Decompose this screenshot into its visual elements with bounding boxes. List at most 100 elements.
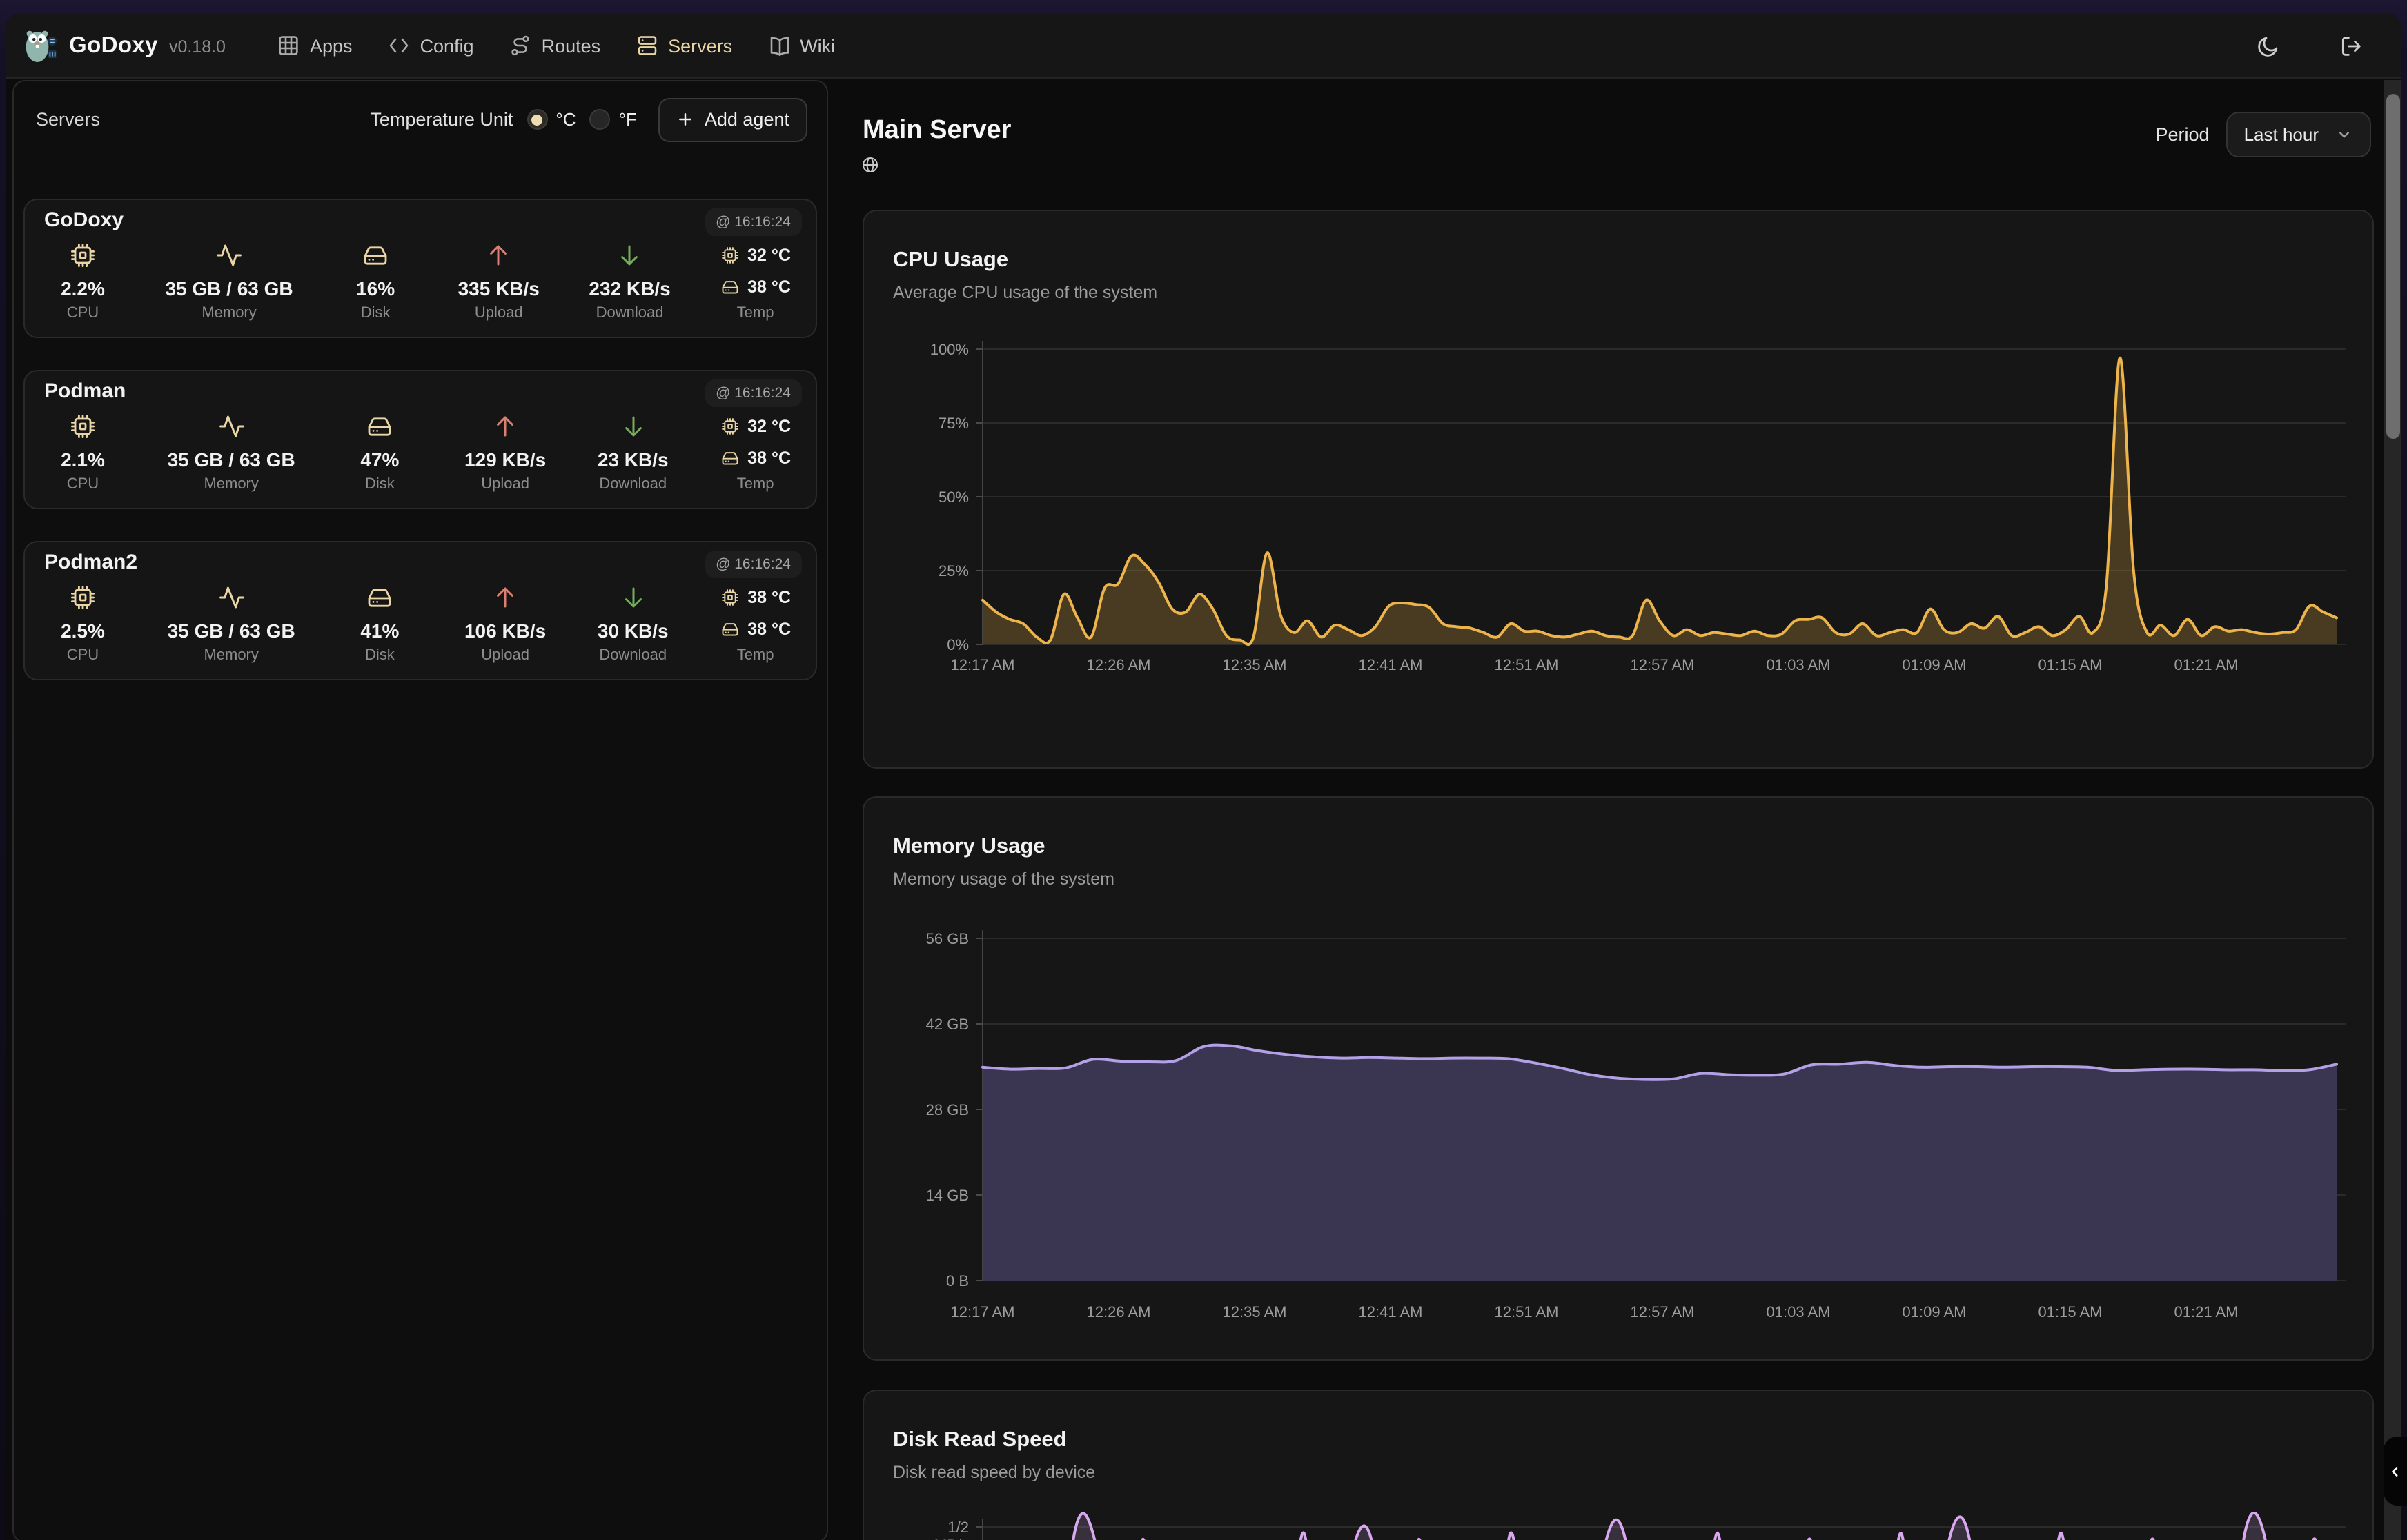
brand-link[interactable]: GoDoxy v0.18.0: [25, 28, 226, 63]
cpu-usage-card: CPU Usage Average CPU usage of the syste…: [863, 209, 2374, 768]
server-card-podman2[interactable]: @ 16:16:24 Podman2 2.5% CPU 35 GB / 63 G…: [23, 540, 817, 680]
brand-name: GoDoxy: [69, 32, 158, 57]
brand-version: v0.18.0: [168, 37, 226, 56]
svg-text:0%: 0%: [947, 635, 969, 653]
stat-value: 2.2%: [61, 277, 105, 299]
scrollbar-thumb[interactable]: [2386, 93, 2399, 438]
chart-subtitle: Average CPU usage of the system: [893, 282, 1158, 302]
svg-text:12:41 AM: 12:41 AM: [1359, 655, 1423, 673]
navbar: GoDoxy v0.18.0 Apps Config Routes: [6, 14, 2401, 79]
godoxy-logo-icon: [26, 30, 57, 62]
cpu-chip-icon: [69, 412, 97, 440]
chevron-down-icon: [2339, 132, 2349, 138]
page-title: Main Server: [863, 116, 1012, 145]
server-stats: 2.1% CPU 35 GB / 63 GB Memory 47% Disk: [44, 408, 796, 492]
svg-text:56 GB: 56 GB: [926, 929, 969, 947]
svg-text:12:35 AM: 12:35 AM: [1223, 1303, 1287, 1320]
server-card-godoxy[interactable]: @ 16:16:24 GoDoxy 2.2% CPU 35 GB / 63 GB…: [23, 198, 817, 337]
timestamp-badge: @ 16:16:24: [705, 550, 802, 578]
stat-value: 2.1%: [61, 448, 105, 470]
period-select[interactable]: Last hour: [2226, 112, 2371, 157]
radio-celsius[interactable]: °C: [527, 109, 576, 130]
stat-upload: 129 KB/s Upload: [464, 408, 546, 492]
svg-text:75%: 75%: [939, 414, 969, 431]
server-stats: 2.5% CPU 35 GB / 63 GB Memory 41% Disk: [44, 579, 796, 663]
radio-fahrenheit[interactable]: °F: [589, 109, 637, 130]
stat-download: 23 KB/s Download: [598, 408, 669, 492]
stat-value: 23 KB/s: [597, 448, 669, 470]
timestamp-badge: @ 16:16:24: [705, 379, 802, 406]
hard-drive-icon: [366, 583, 393, 611]
stat-upload: 106 KB/s Upload: [464, 579, 546, 663]
stat-value: 129 KB/s: [464, 448, 547, 470]
disk-read-speed-card: Disk Read Speed Disk read speed by devic…: [863, 1389, 2374, 1540]
logout-button[interactable]: [2335, 30, 2366, 61]
stat-cpu: 2.1% CPU: [50, 408, 116, 492]
stat-label: CPU: [66, 475, 99, 492]
disk-read-speed-chart: 1/2MB/s: [934, 1512, 2346, 1540]
server-name: GoDoxy: [44, 208, 124, 231]
chart-title: Disk Read Speed: [893, 1428, 1067, 1451]
nav-item-wiki[interactable]: Wiki: [768, 34, 835, 57]
apps-grid-icon: [279, 36, 299, 55]
stat-label: Download: [596, 304, 664, 321]
svg-text:42 GB: 42 GB: [926, 1015, 969, 1032]
stat-memory: 35 GB / 63 GB Memory: [165, 237, 293, 321]
stat-download: 232 KB/s Download: [589, 237, 671, 321]
hard-drive-icon: [720, 619, 739, 638]
stat-label: Temp: [736, 475, 774, 492]
stat-temp: 38 °C 38 °C Temp: [720, 579, 791, 663]
nav-item-servers[interactable]: Servers: [636, 34, 732, 57]
stat-label: Upload: [481, 475, 529, 492]
stat-label: Memory: [204, 475, 259, 492]
sidebar-header: Servers Temperature Unit °C °F Add agent: [14, 81, 827, 141]
arrow-down-icon: [616, 241, 644, 268]
servers-sidebar: Servers Temperature Unit °C °F Add agent: [12, 79, 828, 1540]
svg-text:01:09 AM: 01:09 AM: [1903, 1303, 1967, 1320]
radio-celsius-text: °C: [556, 109, 576, 130]
stat-upload: 335 KB/s Upload: [458, 237, 540, 321]
chart-title: Memory Usage: [893, 834, 1045, 858]
stat-temp: 32 °C 38 °C Temp: [720, 408, 791, 492]
chart-title: CPU Usage: [893, 248, 1009, 271]
disk-temp-value: 38 °C: [747, 277, 791, 296]
plus-icon: [679, 112, 692, 126]
svg-text:1/2: 1/2: [947, 1518, 969, 1535]
svg-text:01:15 AM: 01:15 AM: [2038, 1303, 2103, 1320]
svg-text:01:03 AM: 01:03 AM: [1767, 655, 1831, 673]
cpu-usage-chart: 100% 75% 50% 25% 0% 12:17 AM 12:26 AM 12:35 AM 1…: [930, 340, 2346, 673]
arrow-up-icon: [491, 583, 519, 611]
stat-cpu: 2.5% CPU: [50, 579, 116, 663]
radio-celsius-control[interactable]: [527, 109, 548, 130]
nav-item-config[interactable]: Config: [389, 34, 474, 57]
cpu-chip-icon: [69, 583, 97, 611]
moon-icon: [2257, 36, 2277, 56]
nav-label: Routes: [541, 35, 601, 56]
svg-text:12:51 AM: 12:51 AM: [1495, 655, 1559, 673]
stat-label: Memory: [202, 304, 257, 321]
activity-icon: [217, 412, 245, 440]
stat-label: Disk: [364, 646, 395, 663]
stat-disk: 16% Disk: [342, 237, 409, 321]
nav-item-routes[interactable]: Routes: [510, 34, 601, 57]
server-card-podman[interactable]: @ 16:16:24 Podman 2.1% CPU 35 GB / 63 GB…: [23, 369, 817, 509]
radio-fahrenheit-text: °F: [618, 109, 637, 130]
svg-text:12:35 AM: 12:35 AM: [1223, 655, 1287, 673]
add-agent-button[interactable]: Add agent: [658, 97, 807, 141]
stat-value: 335 KB/s: [458, 277, 540, 299]
hard-drive-icon: [366, 412, 393, 440]
stat-value: 35 GB / 63 GB: [167, 448, 295, 470]
globe-icon: [861, 156, 879, 174]
nav-item-apps[interactable]: Apps: [278, 34, 353, 57]
radio-fahrenheit-control[interactable]: [589, 109, 611, 130]
scrollbar-track[interactable]: [2384, 79, 2401, 1539]
svg-text:01:09 AM: 01:09 AM: [1903, 655, 1967, 673]
stat-label: Upload: [481, 646, 529, 663]
arrow-up-icon: [491, 412, 519, 440]
theme-toggle-button[interactable]: [2252, 30, 2283, 61]
panel-collapse-handle[interactable]: [2384, 1437, 2407, 1506]
stat-memory: 35 GB / 63 GB Memory: [168, 579, 295, 663]
stat-label: Download: [599, 646, 667, 663]
stat-value: 41%: [360, 619, 400, 641]
